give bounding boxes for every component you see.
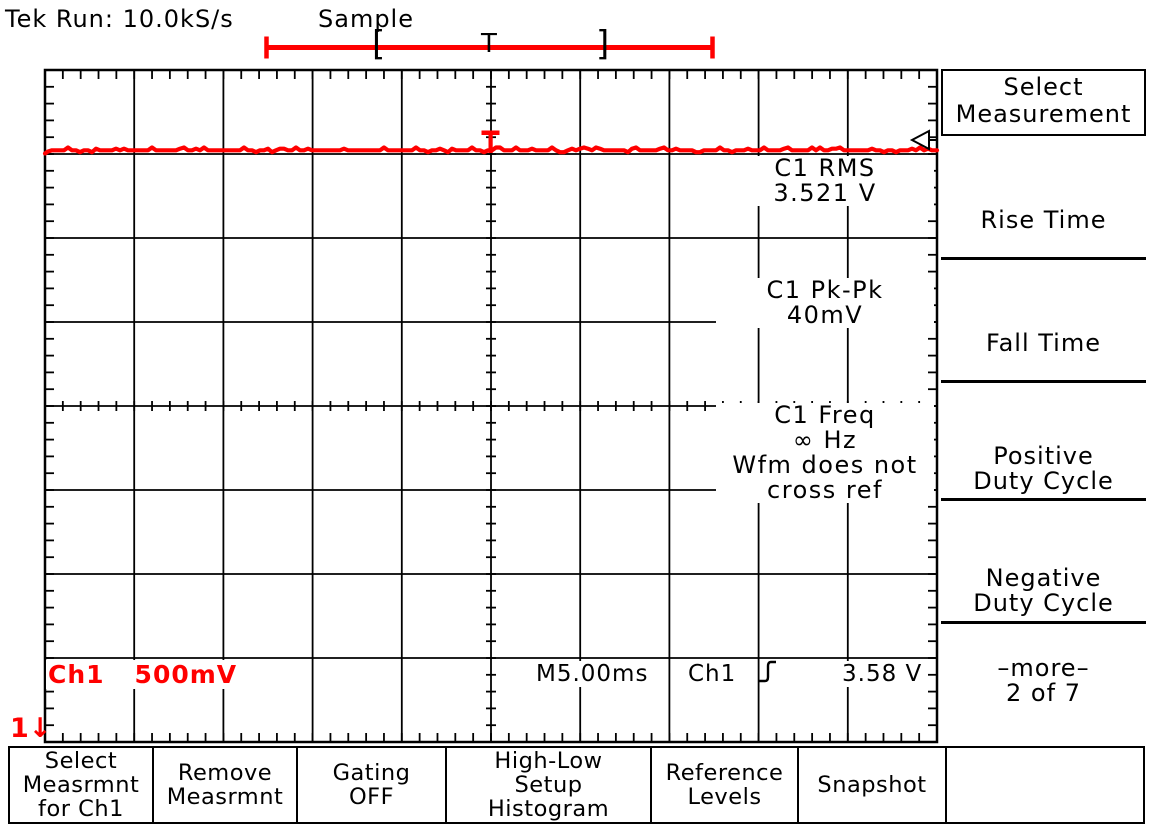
measurement-note: Wfm does not	[732, 451, 918, 479]
menu-separator	[941, 257, 1146, 260]
measurement-value: 40mV	[786, 301, 864, 329]
menu-item-label: for Ch1	[38, 796, 124, 822]
menu-item-label: Negative	[985, 564, 1102, 592]
menu-item-label: Reference	[665, 760, 784, 786]
side-menu-title-line: Select	[1003, 73, 1084, 101]
record-start-bracket-icon: [	[372, 24, 386, 64]
bottom-menu-select-measrmnt-for-ch1[interactable]: Select Measrmnt for Ch1	[8, 746, 154, 824]
graticule-grid	[43, 68, 939, 744]
side-menu-title-line: Measurement	[955, 100, 1132, 128]
measurement-value: ∞ Hz	[792, 426, 858, 454]
record-trigger-t-icon: T	[481, 29, 497, 59]
record-end-bracket-icon: ]	[596, 24, 610, 64]
acquisition-status: Tek Run: 10.0kS/s	[5, 5, 234, 33]
menu-item-label: Measrmnt	[22, 772, 140, 798]
trigger-position-marker	[481, 130, 500, 153]
menu-item-label: Histogram	[487, 796, 610, 822]
menu-item-label: Measrmnt	[166, 784, 284, 810]
channel-number: 1	[10, 713, 29, 744]
down-arrow-icon: ↓	[28, 713, 52, 744]
menu-separator	[941, 498, 1146, 501]
measurement-c1-freq: C1 Freq ∞ Hz Wfm does not cross ref	[716, 403, 934, 503]
menu-item-label: Duty Cycle	[973, 589, 1114, 617]
bottom-menu-gating-off[interactable]: Gating OFF	[296, 746, 447, 824]
timebase-readout: M5.00ms	[534, 661, 651, 687]
side-menu-item-fall-time[interactable]: Fall Time	[941, 331, 1146, 356]
channel1-position-marker: 1↓	[10, 713, 51, 744]
acquisition-mode: Sample	[318, 5, 414, 33]
measurement-value: 3.521 V	[773, 179, 877, 207]
measurement-c1-rms: C1 RMS 3.521 V	[716, 156, 934, 206]
bottom-menu-snapshot[interactable]: Snapshot	[797, 746, 947, 824]
bottom-menu-high-low-setup-histogram[interactable]: High-Low Setup Histogram	[445, 746, 652, 824]
menu-item-label: Duty Cycle	[973, 467, 1114, 495]
menu-item-label: Positive	[993, 442, 1094, 470]
menu-item-label: Rise Time	[980, 206, 1107, 234]
side-menu-select-measurement[interactable]: Select Measurement	[941, 69, 1146, 136]
measurement-label: C1 Freq	[774, 401, 876, 429]
menu-item-label: –more–	[997, 654, 1090, 682]
page-indicator: 2 of 7	[1006, 679, 1081, 707]
acquisition-record-bar	[264, 36, 715, 59]
trigger-level-readout: 3.58 V	[840, 661, 925, 687]
menu-separator	[941, 621, 1146, 624]
ch1-scale-readout: Ch1 500mV	[46, 660, 240, 689]
ch1-label: Ch1	[48, 660, 105, 689]
menu-item-label: Setup	[514, 772, 583, 798]
menu-item-label: Remove	[177, 760, 273, 786]
measurement-note: cross ref	[767, 476, 883, 504]
menu-item-label: High-Low	[494, 748, 603, 774]
menu-item-label: Gating	[332, 760, 411, 786]
menu-item-label: OFF	[348, 784, 395, 810]
side-menu-item-rise-time[interactable]: Rise Time	[941, 208, 1146, 233]
menu-item-label: Select	[44, 748, 118, 774]
bottom-menu-reference-levels[interactable]: Reference Levels	[650, 746, 799, 824]
menu-item-label: Fall Time	[985, 329, 1101, 357]
menu-separator	[941, 380, 1146, 383]
side-menu-item-more-pager[interactable]: –more– 2 of 7	[941, 656, 1146, 706]
menu-item-label: Snapshot	[817, 772, 927, 798]
bottom-menu-remove-measrmnt[interactable]: Remove Measrmnt	[152, 746, 298, 824]
measurement-label: C1 RMS	[774, 154, 876, 182]
measurement-label: C1 Pk-Pk	[766, 276, 884, 304]
rising-edge-icon	[759, 660, 776, 683]
side-menu-item-positive-duty-cycle[interactable]: Positive Duty Cycle	[941, 444, 1146, 494]
trigger-level-arrow-icon	[909, 129, 938, 151]
measurement-c1-pkpk: C1 Pk-Pk 40mV	[716, 278, 934, 328]
menu-item-label: Levels	[687, 784, 762, 810]
trigger-source-readout: Ch1	[686, 661, 739, 687]
side-menu-item-negative-duty-cycle[interactable]: Negative Duty Cycle	[941, 566, 1146, 616]
bottom-menu-empty	[945, 746, 1145, 824]
ch1-scale-value: 500mV	[134, 660, 238, 689]
